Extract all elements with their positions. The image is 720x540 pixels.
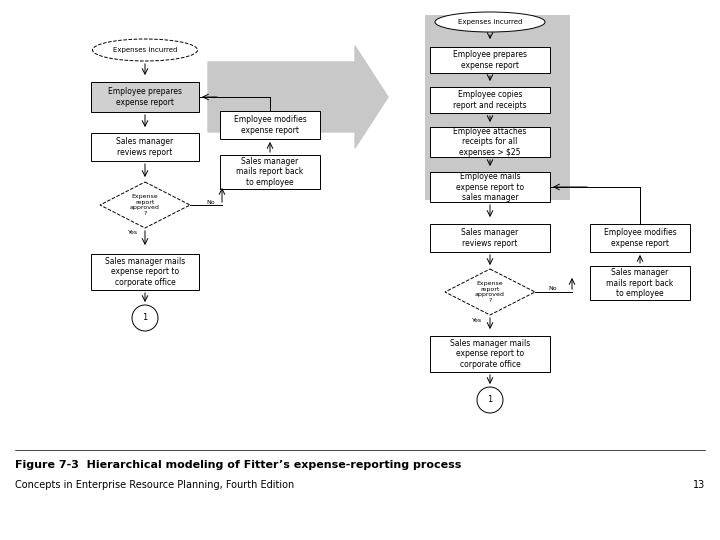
Text: Employee prepares
expense report: Employee prepares expense report	[453, 50, 527, 70]
FancyBboxPatch shape	[430, 336, 550, 372]
FancyBboxPatch shape	[430, 224, 550, 252]
Text: Yes: Yes	[128, 230, 138, 234]
Text: Sales manager
mails report back
to employee: Sales manager mails report back to emplo…	[606, 268, 674, 298]
Text: Employee prepares
expense report: Employee prepares expense report	[108, 87, 182, 107]
Text: Sales manager mails
expense report to
corporate office: Sales manager mails expense report to co…	[105, 257, 185, 287]
Text: Expense
report
approved
?: Expense report approved ?	[475, 281, 505, 303]
Text: 13: 13	[693, 480, 705, 490]
FancyBboxPatch shape	[430, 172, 550, 202]
FancyBboxPatch shape	[91, 133, 199, 161]
Text: Sales manager mails
expense report to
corporate office: Sales manager mails expense report to co…	[450, 339, 530, 369]
Text: Employee mails
expense report to
sales manager: Employee mails expense report to sales m…	[456, 172, 524, 202]
FancyBboxPatch shape	[430, 127, 550, 157]
Text: 1: 1	[143, 314, 148, 322]
Text: Employee modifies
expense report: Employee modifies expense report	[233, 116, 307, 134]
Text: Figure 7-3  Hierarchical modeling of Fitter’s expense-reporting process: Figure 7-3 Hierarchical modeling of Fitt…	[15, 460, 462, 470]
Ellipse shape	[435, 12, 545, 32]
FancyBboxPatch shape	[430, 87, 550, 113]
Text: Employee copies
report and receipts: Employee copies report and receipts	[453, 90, 527, 110]
Text: Sales manager
reviews report: Sales manager reviews report	[462, 228, 518, 248]
Ellipse shape	[92, 39, 197, 61]
FancyBboxPatch shape	[91, 82, 199, 112]
Text: Sales manager
mails report back
to employee: Sales manager mails report back to emplo…	[236, 157, 304, 187]
Text: Expenses incurred: Expenses incurred	[113, 47, 177, 53]
FancyBboxPatch shape	[590, 224, 690, 252]
Text: Sales manager
reviews report: Sales manager reviews report	[117, 137, 174, 157]
Text: Expenses incurred: Expenses incurred	[458, 19, 522, 25]
Text: No: No	[548, 287, 557, 292]
Text: No: No	[206, 199, 215, 205]
FancyBboxPatch shape	[425, 15, 570, 200]
FancyBboxPatch shape	[430, 47, 550, 73]
Text: 1: 1	[487, 395, 492, 404]
Text: Employee attaches
receipts for all
expenses > $25: Employee attaches receipts for all expen…	[454, 127, 527, 157]
FancyBboxPatch shape	[220, 155, 320, 189]
FancyBboxPatch shape	[590, 266, 690, 300]
FancyBboxPatch shape	[91, 254, 199, 290]
Text: Employee modifies
expense report: Employee modifies expense report	[603, 228, 676, 248]
FancyBboxPatch shape	[220, 111, 320, 139]
Text: Yes: Yes	[472, 318, 482, 322]
Text: Concepts in Enterprise Resource Planning, Fourth Edition: Concepts in Enterprise Resource Planning…	[15, 480, 294, 490]
Polygon shape	[208, 46, 388, 148]
Text: Expense
report
approved
?: Expense report approved ?	[130, 194, 160, 216]
